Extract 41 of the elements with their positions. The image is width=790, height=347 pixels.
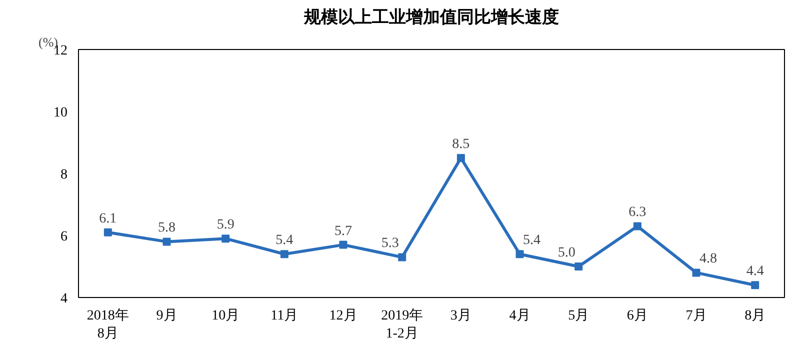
point (162, 238, 171, 246)
text: 5.0 (558, 246, 576, 260)
text: 5.3 (381, 236, 399, 252)
point (339, 240, 348, 249)
chart-title: 规模以上工业增加值同比增长速度 (303, 8, 559, 28)
x-tick-label: 7月 (686, 308, 707, 324)
point (456, 154, 465, 162)
point (751, 281, 760, 290)
point (280, 250, 288, 258)
text: 8.5 (452, 137, 470, 152)
x-tick-label: 8月 (744, 308, 766, 324)
x-tick-label: 12月 (329, 308, 358, 324)
text: 5.8 (158, 220, 176, 236)
text: 4.8 (700, 252, 717, 267)
x-tick-label: 2019年 1-2月 (381, 308, 424, 342)
y-tick-label: 4 (60, 292, 68, 306)
point (516, 250, 524, 258)
text: 4.4 (746, 264, 764, 280)
text: 5.4 (523, 233, 540, 248)
point (398, 253, 406, 262)
y-tick-label: 8 (60, 168, 68, 182)
text: 6.3 (628, 205, 646, 220)
point (633, 222, 642, 230)
x-tick-label: 10月 (212, 308, 240, 324)
point (574, 262, 583, 270)
point (692, 268, 700, 277)
point (104, 228, 112, 236)
text: 5.7 (334, 224, 352, 239)
text: 6.1 (99, 211, 117, 226)
text: 5.9 (216, 218, 234, 233)
text: 5.4 (276, 233, 294, 248)
x-tick-label: 4月 (509, 308, 530, 324)
x-tick-label: 3月 (450, 308, 472, 324)
point (222, 234, 230, 243)
x-tick-label: 5月 (568, 308, 590, 324)
y-tick-label: 10 (54, 106, 68, 120)
x-tick-label: 9月 (156, 308, 178, 324)
x-tick-label: 6月 (626, 308, 648, 324)
x-tick-label: 2018年 8月 (86, 308, 129, 342)
x-tick-label: 11月 (270, 308, 298, 324)
y-tick-label: 6 (60, 230, 68, 244)
